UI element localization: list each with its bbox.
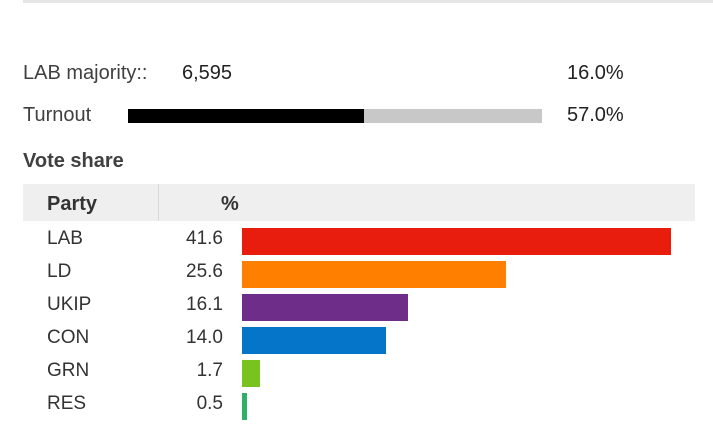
table-row: UKIP 16.1 (23, 291, 695, 324)
majority-value: 6,595 (182, 62, 233, 84)
turnout-bar-track (128, 109, 542, 123)
top-divider (23, 0, 713, 3)
table-row: LD 25.6 (23, 258, 695, 291)
party-share-bar (242, 261, 506, 288)
party-name: RES (47, 393, 87, 414)
party-share: 0.5 (196, 393, 223, 414)
party-share-bar (242, 327, 386, 354)
majority-label: LAB majority:: (23, 62, 148, 84)
party-name: LAB (47, 228, 83, 249)
turnout-row: Turnout 57.0% (23, 104, 663, 130)
turnout-bar-fill (128, 109, 364, 123)
table-row: RES 0.5 (23, 390, 695, 423)
party-share: 25.6 (186, 261, 223, 282)
party-name: LD (47, 261, 72, 282)
table-row: LAB 41.6 (23, 225, 695, 258)
vote-share-table-header: Party % (23, 184, 695, 221)
party-name: GRN (47, 360, 90, 381)
vote-share-rows: LAB 41.6 LD 25.6 UKIP 16.1 CON 14.0 GRN 1.7 RES 0.5 (23, 225, 695, 423)
party-share-bar (242, 393, 247, 420)
table-row: GRN 1.7 (23, 357, 695, 390)
party-share: 1.7 (196, 360, 223, 381)
vote-share-title: Vote share (23, 150, 124, 172)
party-column-header: Party (47, 193, 98, 215)
party-share: 14.0 (186, 327, 223, 348)
party-share-bar (242, 360, 260, 387)
party-share-bar (242, 294, 408, 321)
party-share-bar (242, 228, 671, 255)
majority-percent: 16.0% (567, 62, 624, 84)
party-name: CON (47, 327, 90, 348)
party-share: 16.1 (186, 294, 223, 315)
party-share: 41.6 (186, 228, 223, 249)
table-row: CON 14.0 (23, 324, 695, 357)
turnout-label: Turnout (23, 104, 92, 126)
header-divider (158, 184, 159, 221)
percent-column-header: % (221, 193, 239, 215)
majority-row: LAB majority:: 6,595 16.0% (23, 62, 663, 88)
turnout-percent: 57.0% (567, 104, 624, 126)
party-name: UKIP (47, 294, 92, 315)
